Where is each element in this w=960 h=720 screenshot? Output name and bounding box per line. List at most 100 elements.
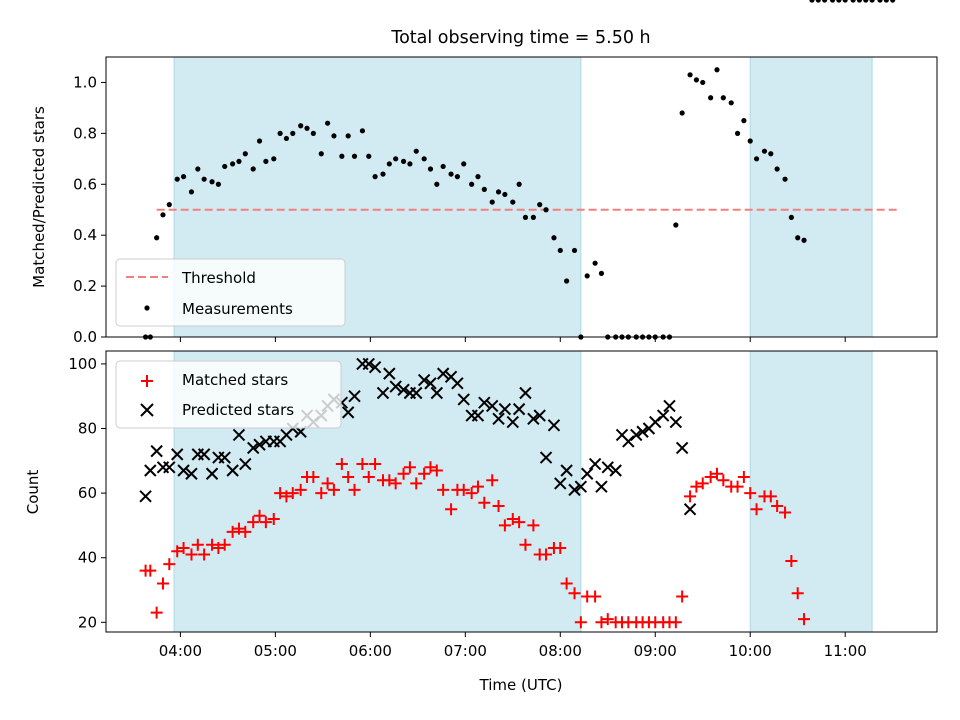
matched-star-marker	[259, 516, 272, 529]
predicted-star-marker	[171, 448, 184, 461]
predicted-star-marker	[539, 451, 553, 464]
matched-star-marker	[218, 538, 231, 551]
measurement-point	[869, 0, 875, 3]
predicted-star-marker	[144, 464, 157, 477]
matched-star-marker	[335, 458, 348, 471]
measurement-point	[687, 72, 693, 78]
measurement-point	[318, 151, 324, 157]
measurement-point	[236, 158, 242, 164]
matched-star-marker	[156, 577, 169, 590]
matched-star-marker	[198, 548, 211, 561]
measurement-point	[890, 0, 896, 3]
measurement-point	[883, 0, 889, 3]
matched-star-marker	[717, 474, 730, 487]
predicted-stars-points	[140, 358, 697, 516]
measurement-point	[530, 214, 536, 220]
measurement-point	[822, 0, 828, 3]
matched-star-marker	[498, 519, 511, 532]
measurement-point	[495, 189, 502, 195]
matched-star-marker	[785, 554, 798, 567]
measurement-point	[469, 181, 475, 187]
measurement-point	[700, 79, 706, 86]
matched-star-marker	[779, 506, 792, 519]
measurement-point	[154, 235, 160, 241]
measurement-point	[413, 148, 419, 154]
measurement-point	[345, 133, 351, 139]
matched-star-marker	[744, 487, 757, 500]
matched-star-marker	[737, 470, 750, 483]
ratio-panel: 0.0 0.2 0.4 0.6 0.8 1.0 Matched/Predicted sta…	[30, 0, 938, 346]
measurement-point	[180, 174, 187, 180]
matched-star-marker	[191, 538, 204, 551]
measurement-point	[761, 148, 768, 154]
predicted-star-marker	[675, 441, 689, 455]
predicted-star-marker	[506, 415, 520, 429]
y-tick-label: 100	[68, 355, 97, 373]
measurement-point	[598, 270, 605, 276]
measurement-point	[461, 161, 467, 167]
measurement-point	[386, 161, 392, 167]
y-tick-label: 0.2	[73, 277, 97, 295]
matched-star-marker	[226, 525, 239, 538]
predicted-star-marker	[226, 464, 239, 477]
predicted-star-marker	[253, 438, 266, 451]
matched-star-marker	[601, 613, 614, 626]
matched-star-marker	[342, 470, 355, 483]
measurement-point	[782, 176, 788, 182]
predicted-star-marker	[185, 467, 198, 480]
measurement-point	[592, 260, 598, 266]
measurement-point	[768, 151, 774, 157]
predicted-star-marker	[376, 386, 390, 400]
x-tick-label: 07:00	[444, 642, 487, 660]
matched-star-marker	[519, 538, 532, 551]
legend-measurements-swatch	[144, 305, 150, 311]
y-tick-label: 1.0	[73, 73, 97, 91]
measurement-point	[673, 222, 679, 228]
measurement-point	[277, 130, 283, 136]
measurement-point	[366, 153, 372, 159]
predicted-star-marker	[683, 503, 697, 516]
x-tick-label: 05:00	[254, 642, 297, 660]
x-tick-label: 11:00	[824, 642, 867, 660]
measurement-point	[271, 156, 277, 162]
predicted-star-marker	[574, 480, 588, 493]
count-panel: 20 40 60 80 100 04:00 05:00 06:00 07:00 08:00 09:…	[24, 351, 938, 694]
y-tick-label: 20	[78, 613, 97, 631]
predicted-star-marker	[601, 461, 614, 474]
measurement-point	[434, 181, 440, 187]
measurement-point	[351, 153, 358, 159]
measurement-point	[720, 95, 726, 101]
predicted-star-marker	[205, 467, 219, 480]
measurement-point	[230, 161, 236, 167]
measurement-point	[741, 118, 747, 124]
x-tick-label: 06:00	[349, 642, 392, 660]
measurement-point	[290, 130, 296, 136]
predicted-star-marker	[568, 483, 581, 497]
legend-matched-label: Matched stars	[182, 371, 288, 389]
matched-star-marker	[348, 483, 361, 496]
predicted-star-marker	[519, 386, 532, 400]
predicted-star-marker	[417, 373, 431, 387]
matched-star-marker	[410, 477, 423, 490]
matched-star-marker	[506, 512, 519, 525]
measurement-point	[440, 163, 446, 170]
x-axis-label: Time (UTC)	[479, 676, 563, 694]
matched-star-marker	[471, 480, 484, 493]
matched-star-marker	[150, 606, 163, 619]
measurement-point	[728, 100, 734, 106]
matched-star-marker	[527, 519, 540, 532]
chart-title: Total observing time = 5.50 h	[390, 28, 650, 48]
measurement-point	[815, 0, 821, 3]
bottom-x-axis: 04:00 05:00 06:00 07:00 08:00 09:00 10:00 11:00	[159, 632, 867, 660]
measurement-point	[215, 181, 221, 187]
matched-star-marker	[589, 590, 602, 603]
matched-star-marker	[554, 542, 567, 555]
measurement-point	[209, 179, 215, 185]
predicted-star-marker	[246, 441, 260, 455]
predicted-star-marker	[554, 477, 567, 490]
matched-star-marker	[430, 464, 443, 477]
predicted-star-marker	[630, 428, 643, 442]
measurement-point	[829, 0, 836, 3]
measurement-point	[448, 171, 454, 177]
